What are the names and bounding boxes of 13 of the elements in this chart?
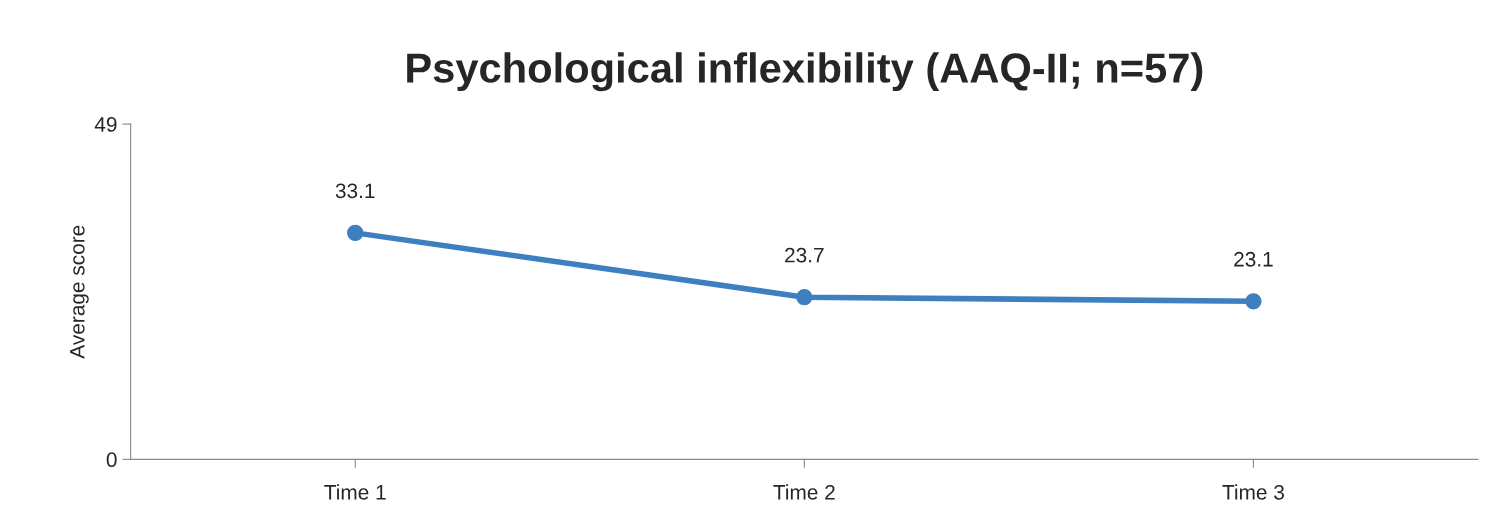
x-tick-label: Time 2	[773, 484, 835, 500]
x-tick-label: Time 3	[1222, 484, 1284, 500]
point	[1245, 293, 1262, 310]
y-tick-label: 0	[106, 452, 117, 468]
data-label: 33.1	[335, 183, 375, 199]
data-label: 23.1	[1234, 251, 1273, 267]
data-label: 23.7	[785, 247, 824, 263]
point	[796, 289, 813, 306]
chart-title: Psychological inflexibility (AAQ-II; n=57)	[407, 52, 1203, 92]
x-tick-label: Time 1	[324, 484, 386, 500]
y-axis-title: Average score	[70, 225, 89, 359]
point	[347, 224, 364, 242]
y-tick-label: 49	[94, 117, 117, 132]
